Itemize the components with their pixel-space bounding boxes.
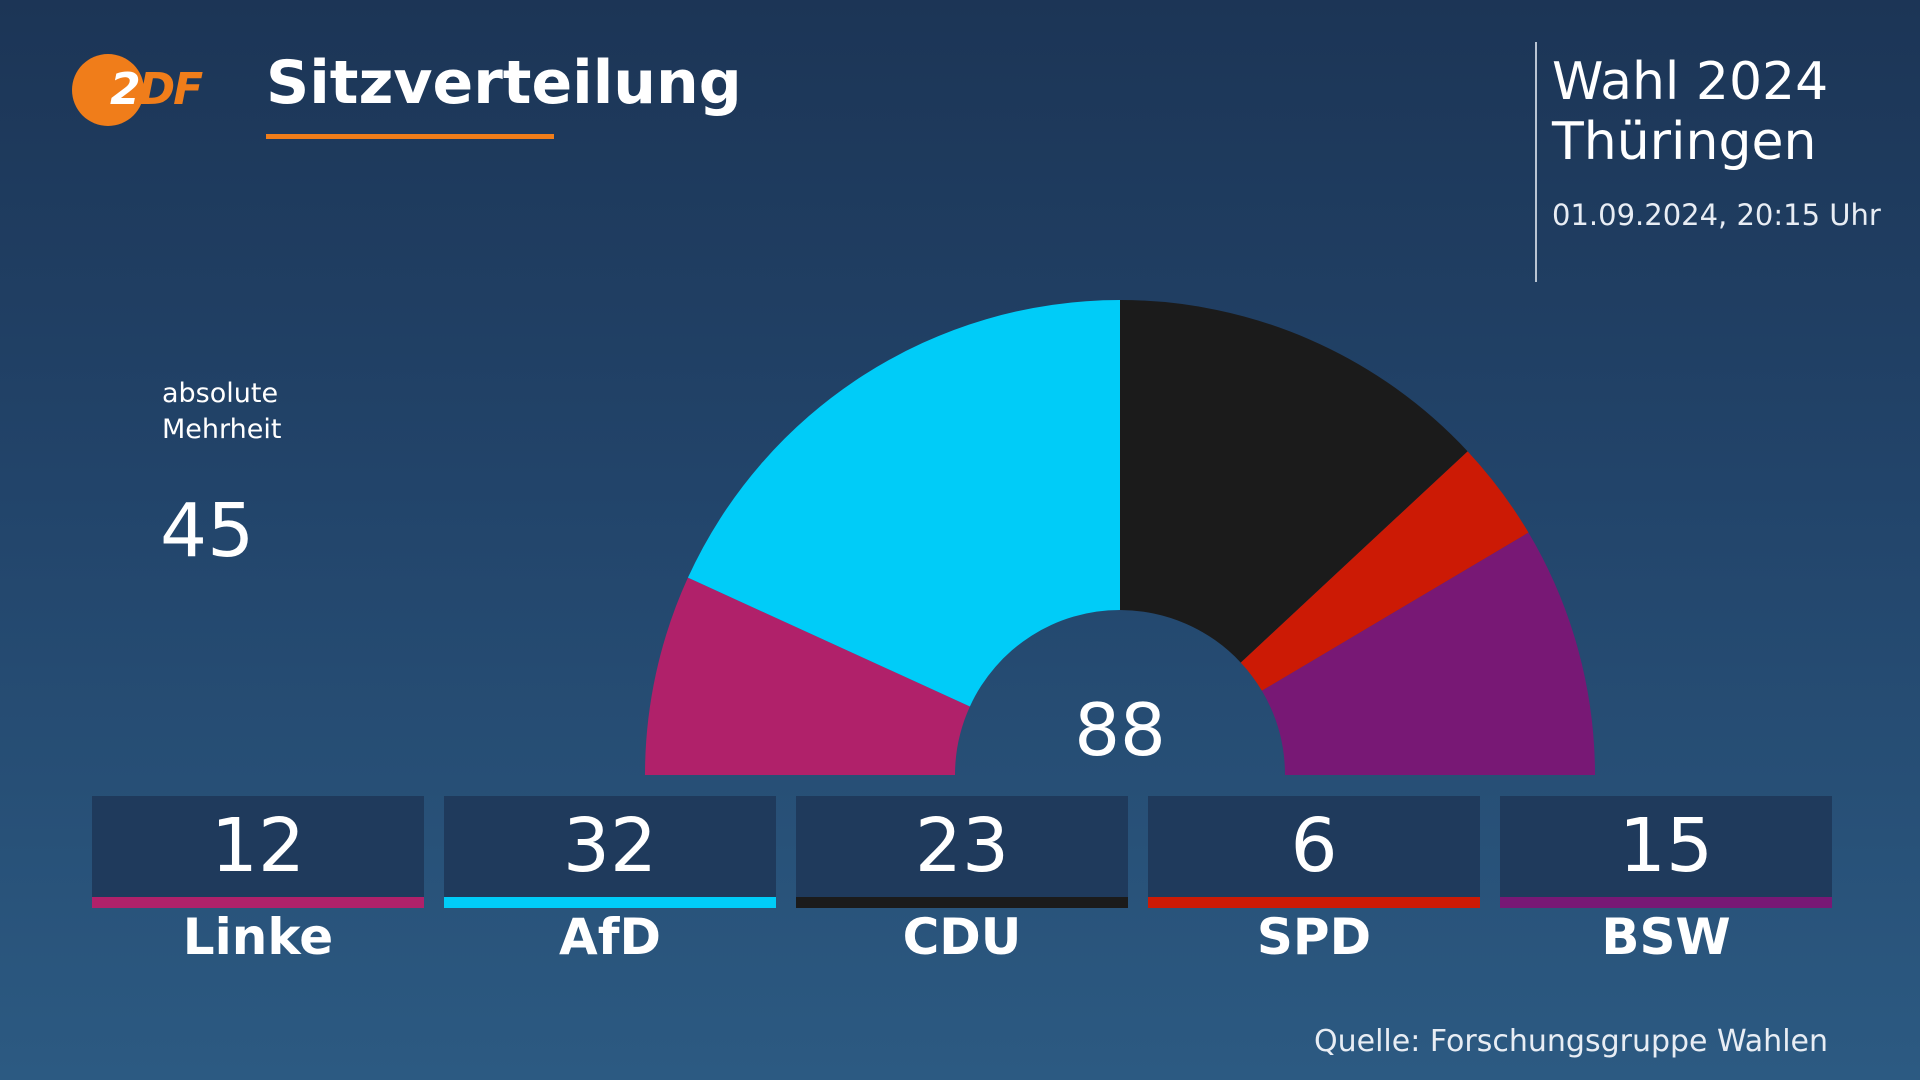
zdf-logo: 2DF	[72, 54, 203, 128]
zdf-logo-circle-icon	[72, 54, 144, 126]
election-year: Wahl 2024	[1552, 52, 1829, 112]
zdf-logo-text: 2DF	[110, 64, 203, 115]
party-color-bar-bsw	[1500, 897, 1832, 908]
party-label-cdu: CDU	[902, 908, 1022, 966]
page-title: Sitzverteilung	[266, 48, 742, 118]
header-divider	[1535, 42, 1537, 282]
party-color-bar-spd	[1148, 897, 1480, 908]
party-box-cdu: 23	[796, 796, 1128, 908]
seat-segment-linke	[645, 577, 970, 775]
party-color-bar-cdu	[796, 897, 1128, 908]
seat-segment-afd	[687, 300, 1120, 707]
seat-count-spd: 6	[1290, 803, 1338, 889]
party-color-bar-afd	[444, 897, 776, 908]
majority-label-line2: Mehrheit	[162, 414, 282, 445]
party-box-spd: 6	[1148, 796, 1480, 908]
party-box-bsw: 15	[1500, 796, 1832, 908]
party-label-afd: AfD	[559, 908, 661, 966]
election-timestamp: 01.09.2024, 20:15 Uhr	[1552, 198, 1881, 232]
source-note: Quelle: Forschungsgruppe Wahlen	[1314, 1024, 1828, 1059]
seat-segment-bsw	[1261, 532, 1595, 775]
total-seats: 88	[1074, 688, 1166, 772]
party-label-linke: Linke	[182, 908, 334, 966]
seat-segment-cdu	[1120, 300, 1468, 663]
party-box-afd: 32	[444, 796, 776, 908]
title-underline	[266, 134, 554, 139]
election-state: Thüringen	[1552, 112, 1817, 172]
seat-count-linke: 12	[210, 803, 306, 889]
seat-count-bsw: 15	[1618, 803, 1714, 889]
majority-label-line1: absolute	[162, 378, 279, 409]
seat-count-afd: 32	[562, 803, 658, 889]
party-label-bsw: BSW	[1601, 908, 1731, 966]
majority-label: absolute Mehrheit	[162, 376, 362, 448]
seat-count-cdu: 23	[914, 803, 1010, 889]
party-label-spd: SPD	[1256, 908, 1372, 966]
seat-segment-spd	[1240, 451, 1529, 691]
election-info: Wahl 2024 Thüringen	[1552, 52, 1828, 172]
majority-value: 45	[160, 488, 255, 574]
party-color-bar-linke	[92, 897, 424, 908]
party-box-linke: 12	[92, 796, 424, 908]
